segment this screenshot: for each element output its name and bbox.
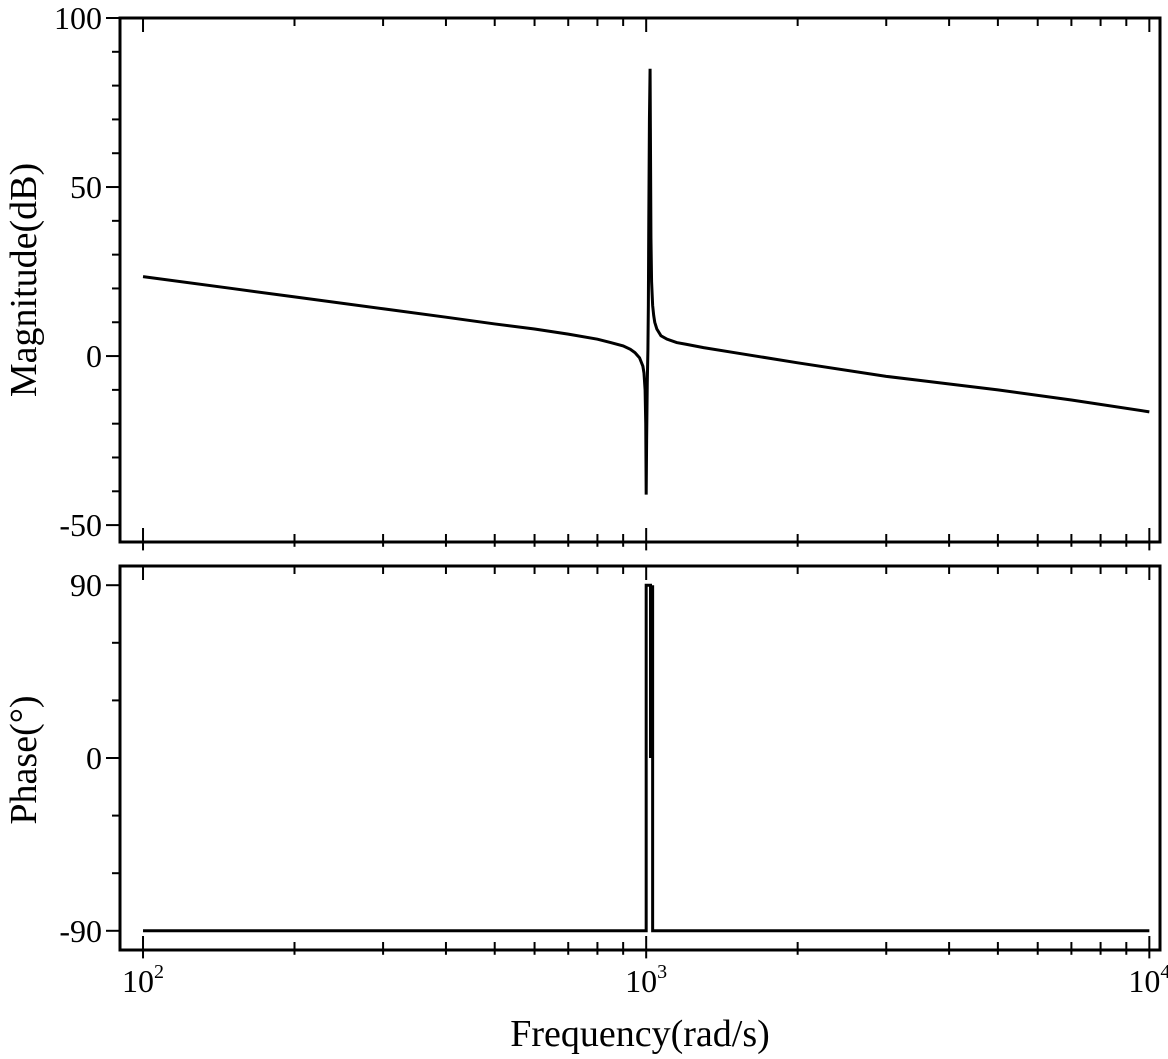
phase-ticks (106, 566, 1151, 959)
x-tick-label: 102 (122, 961, 164, 999)
magnitude-series-line (142, 68, 1150, 495)
phase-plot-frame (118, 564, 1162, 952)
magnitude-y-tick-labels: -50 0 50 100 (54, 0, 102, 543)
y-tick-label: -90 (59, 913, 102, 949)
y-tick-label: 0 (86, 338, 102, 374)
frequency-x-tick-labels: 102 103 104 (122, 961, 1168, 999)
x-tick-label: 103 (625, 961, 667, 999)
phase-panel: -90 0 90 102 103 104 Phase(°) Frequency(rad/… (3, 564, 1168, 1055)
y-tick-label: 50 (70, 169, 102, 205)
y-tick-label: 100 (54, 0, 102, 36)
magnitude-panel: -50 0 50 100 Magnitude(dB) (3, 0, 1162, 551)
phase-y-axis-title: Phase(°) (3, 695, 45, 824)
phase-series-line (143, 583, 1150, 933)
phase-y-tick-labels: -90 0 90 (59, 567, 102, 949)
magnitude-ticks (106, 17, 1151, 551)
x-tick-label: 104 (1128, 961, 1168, 999)
magnitude-plot-frame (118, 16, 1162, 544)
frequency-x-axis-title: Frequency(rad/s) (510, 1013, 770, 1055)
magnitude-y-axis-title: Magnitude(dB) (3, 163, 45, 397)
y-tick-label: 0 (86, 740, 102, 776)
y-tick-label: 90 (70, 567, 102, 603)
y-tick-label: -50 (59, 507, 102, 543)
